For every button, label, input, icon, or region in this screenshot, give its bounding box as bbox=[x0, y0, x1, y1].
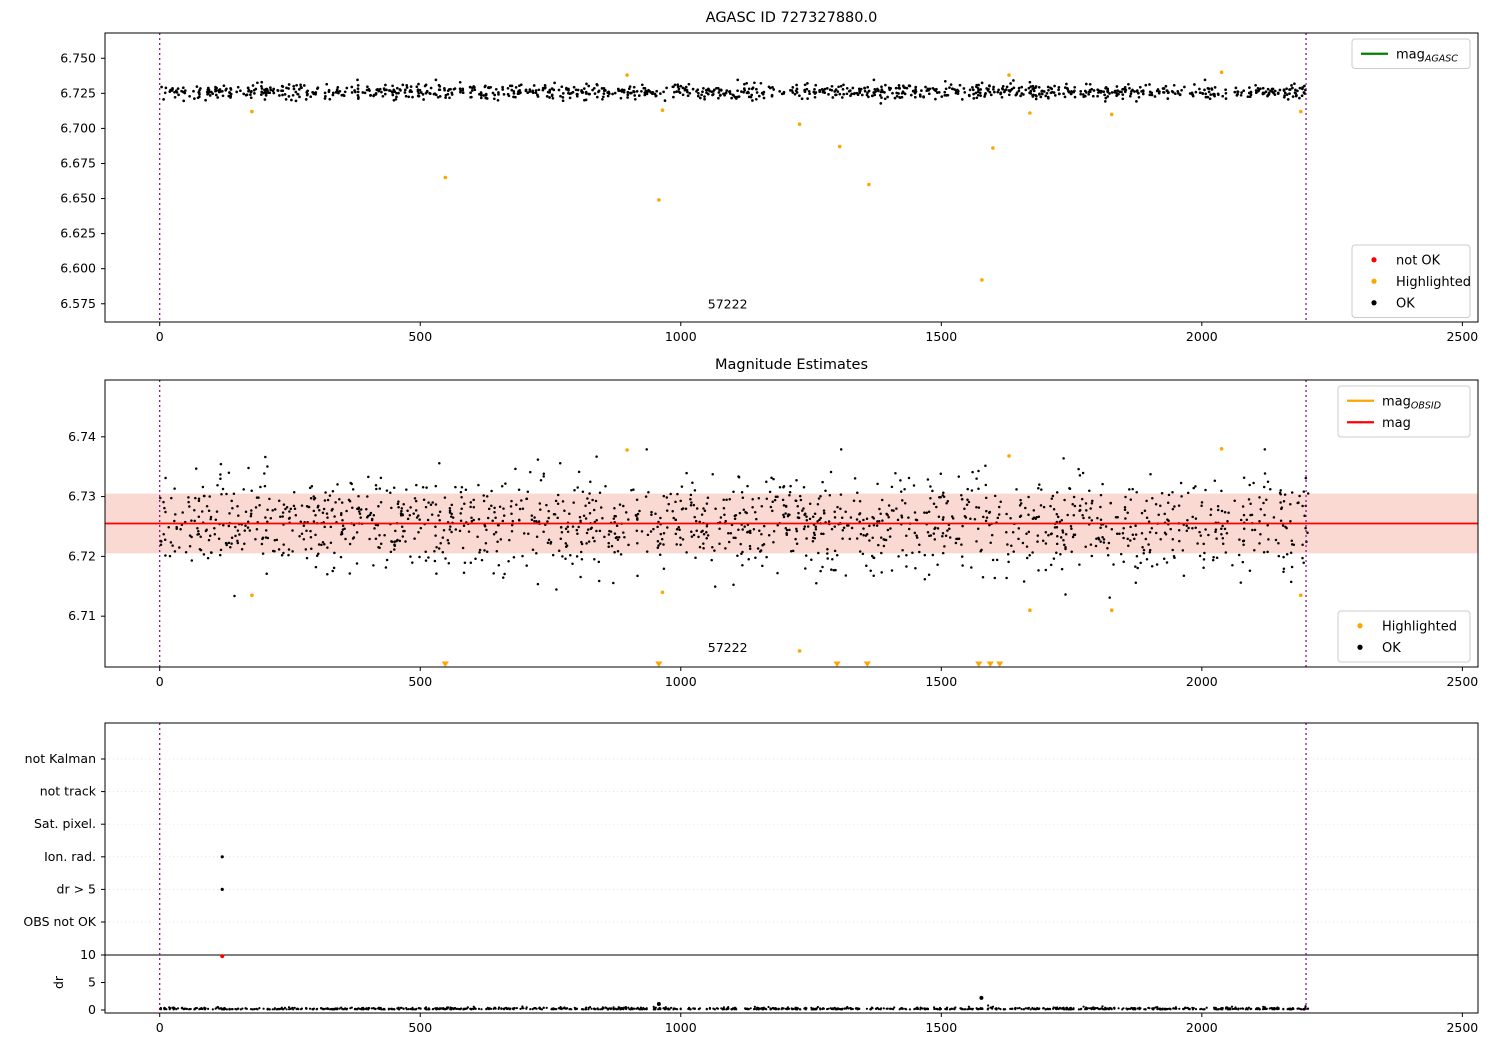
legend-entry-label: OK bbox=[1382, 641, 1401, 656]
dr-axis-label: dr bbox=[51, 975, 66, 989]
dr-tick-label: 0 bbox=[88, 1002, 96, 1017]
obsid-annotation: 57222 bbox=[708, 640, 748, 655]
x-tick-label: 2000 bbox=[1186, 674, 1218, 689]
x-tick-label: 1000 bbox=[665, 1020, 697, 1035]
legend-entry-label: OK bbox=[1396, 296, 1415, 311]
legend-entry-label: Highlighted bbox=[1396, 275, 1471, 290]
y-tick-label: 6.74 bbox=[68, 429, 96, 444]
dr-outlier-point bbox=[979, 995, 984, 1000]
x-tick-label: 0 bbox=[156, 329, 164, 344]
flag-tick-label: OBS not OK bbox=[23, 914, 96, 929]
highlighted-points bbox=[250, 70, 1303, 282]
y-tick-label: 6.600 bbox=[60, 261, 96, 276]
clipped-highlighted-marker bbox=[975, 661, 983, 667]
flag-tick-label: not Kalman bbox=[25, 751, 96, 766]
x-tick-label: 1000 bbox=[665, 674, 697, 689]
y-axis: 6.71 6.72 6.73 6.74 bbox=[68, 429, 105, 623]
axes-frame bbox=[104, 32, 1479, 323]
legend-bottom-frame bbox=[1337, 610, 1471, 663]
x-tick-label: 1500 bbox=[925, 674, 957, 689]
x-tick-label: 0 bbox=[156, 674, 164, 689]
y-tick-label: 6.700 bbox=[60, 120, 96, 135]
x-axis: 0 500 1000 1500 2000 2500 bbox=[156, 1013, 1478, 1035]
y-tick-label: 6.650 bbox=[60, 191, 96, 206]
x-tick-label: 2000 bbox=[1186, 329, 1218, 344]
flag-tick-label: Ion. rad. bbox=[44, 849, 96, 864]
axes-frame bbox=[104, 722, 1479, 1014]
clipped-highlighted-marker bbox=[863, 661, 871, 667]
dr-tick-label: 10 bbox=[80, 947, 96, 962]
flag-points bbox=[220, 855, 224, 892]
legend-top-frame bbox=[1337, 385, 1471, 438]
y-tick-label: 6.72 bbox=[68, 548, 96, 563]
flag-tick-label: not track bbox=[40, 784, 97, 799]
subplot-1: 0 500 1000 1500 2000 2500 6.575 6.600 6.625 6.650… bbox=[60, 10, 1479, 344]
legend-top-frame bbox=[1351, 38, 1471, 69]
x-tick-label: 2000 bbox=[1186, 1020, 1218, 1035]
subplot-title: Magnitude Estimates bbox=[715, 357, 868, 373]
x-tick-label: 500 bbox=[408, 1020, 432, 1035]
y-tick-label: 6.675 bbox=[60, 155, 96, 170]
legend-dot-marker bbox=[1357, 644, 1363, 650]
legend-dot-marker bbox=[1371, 278, 1377, 284]
x-tick-label: 1500 bbox=[925, 329, 957, 344]
legend-dot-marker bbox=[1357, 623, 1363, 629]
y-tick-label: 6.750 bbox=[60, 50, 96, 65]
y-tick-label: 6.73 bbox=[68, 489, 96, 504]
x-tick-label: 1500 bbox=[925, 1020, 957, 1035]
x-axis: 0 500 1000 1500 2000 2500 bbox=[156, 322, 1478, 344]
x-tick-label: 500 bbox=[408, 329, 432, 344]
clipped-highlighted-marker bbox=[655, 661, 663, 667]
clipped-highlighted-marker bbox=[833, 661, 841, 667]
x-tick-label: 1000 bbox=[665, 329, 697, 344]
ok-points bbox=[159, 448, 1310, 599]
clipped-highlighted-marker bbox=[996, 661, 1004, 667]
subplot-2: 0 500 1000 1500 2000 2500 6.71 6.72 6.73 6.74 5722… bbox=[68, 357, 1479, 689]
legend-entry-label: mag bbox=[1382, 416, 1411, 431]
dr-outlier-point bbox=[656, 1001, 661, 1006]
legend-entry-label: Highlighted bbox=[1382, 619, 1457, 634]
x-tick-label: 0 bbox=[156, 1020, 164, 1035]
flag-tick-label: dr > 5 bbox=[57, 881, 96, 896]
subplot-title: AGASC ID 727327880.0 bbox=[706, 10, 878, 26]
flag-rows: not Kalman not track Sat. pixel. Ion. rad. d… bbox=[23, 751, 1478, 929]
legend-entry-label: not OK bbox=[1396, 253, 1441, 268]
y-tick-label: 6.725 bbox=[60, 85, 96, 100]
y-axis: 6.575 6.600 6.625 6.650 6.675 6.700 6.725 6.750 bbox=[60, 50, 105, 311]
legend-flags-frame bbox=[1351, 244, 1471, 318]
x-tick-label: 500 bbox=[408, 674, 432, 689]
y-tick-label: 6.625 bbox=[60, 226, 96, 241]
y-tick-label: 6.71 bbox=[68, 608, 96, 623]
legend-dot-marker bbox=[1371, 257, 1377, 263]
legend-bottom: Highlighted OK bbox=[1337, 610, 1471, 663]
x-axis: 0 500 1000 1500 2000 2500 bbox=[156, 667, 1478, 689]
dr-axis: 0 5 10 dr bbox=[51, 947, 105, 1017]
x-tick-label: 2500 bbox=[1446, 329, 1478, 344]
obsid-annotation: 57222 bbox=[708, 297, 748, 312]
highlighted-points bbox=[250, 447, 1303, 667]
flag-tick-label: Sat. pixel. bbox=[34, 816, 96, 831]
clipped-highlighted-marker bbox=[986, 661, 994, 667]
legend-flags: not OK Highlighted OK bbox=[1351, 244, 1471, 318]
dr-tick-label: 5 bbox=[88, 975, 96, 990]
subplot-3: not Kalman not track Sat. pixel. Ion. rad. d… bbox=[23, 722, 1479, 1035]
y-tick-label: 6.575 bbox=[60, 296, 96, 311]
clipped-highlighted-marker bbox=[441, 661, 449, 667]
dr-points bbox=[158, 1004, 1310, 1011]
x-tick-label: 2500 bbox=[1446, 1020, 1478, 1035]
x-tick-label: 2500 bbox=[1446, 674, 1478, 689]
legend-top: magAGASC bbox=[1351, 38, 1471, 69]
legend-dot-marker bbox=[1371, 300, 1377, 306]
dr-outlier-point bbox=[220, 954, 225, 959]
ok-points bbox=[160, 78, 1307, 105]
axes-frame bbox=[104, 379, 1479, 668]
